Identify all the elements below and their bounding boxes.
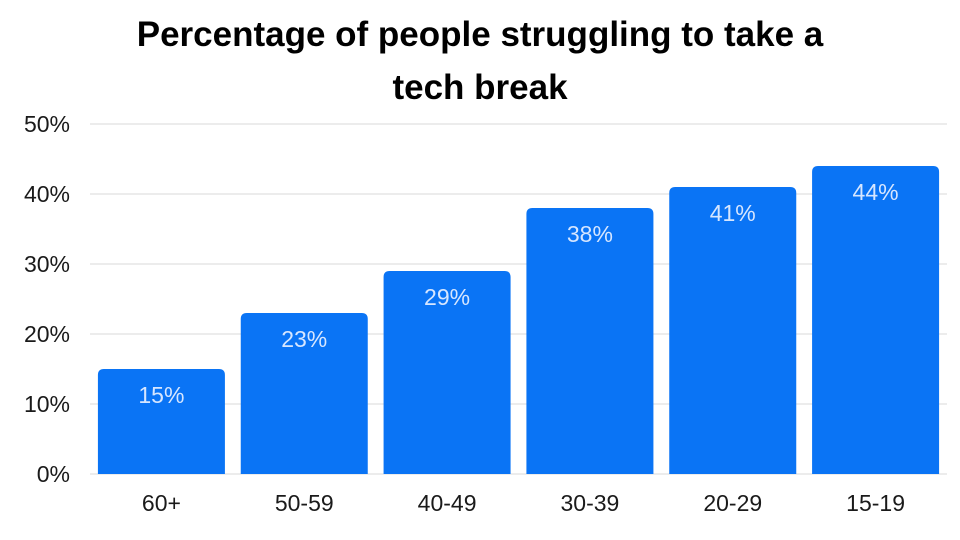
y-tick-label: 30% (24, 251, 70, 277)
bar-30-39 (526, 208, 654, 474)
chart-title: Percentage of people struggling to take … (137, 15, 824, 107)
x-tick-label: 40-49 (418, 490, 477, 516)
bar-value-label: 44% (853, 179, 899, 205)
bar-60+ (97, 369, 225, 474)
chart-title-line-1: Percentage of people struggling to take … (137, 15, 824, 54)
gridlines (90, 123, 947, 475)
x-tick-label: 30-39 (561, 490, 620, 516)
bar-50-59 (240, 313, 368, 474)
y-tick-label: 10% (24, 391, 70, 417)
chart-title-line-2: tech break (392, 68, 568, 107)
x-tick-label: 50-59 (275, 490, 334, 516)
y-tick-label: 20% (24, 321, 70, 347)
bar-value-label: 29% (424, 284, 470, 310)
y-tick-label: 0% (37, 461, 70, 487)
bar-value-label: 41% (710, 200, 756, 226)
x-tick-label: 20-29 (703, 490, 762, 516)
bar-value-label: 15% (138, 382, 184, 408)
bar-value-label: 38% (567, 221, 613, 247)
bar-value-labels: 15% 23% 29% 38% 41% 44% (138, 179, 898, 408)
y-axis-ticks: 0% 10% 20% 30% 40% 50% (24, 111, 70, 487)
x-tick-label: 15-19 (846, 490, 905, 516)
bars (97, 166, 940, 474)
bar-20-29 (669, 187, 797, 474)
y-tick-label: 50% (24, 111, 70, 137)
x-tick-label: 60+ (142, 490, 181, 516)
y-tick-label: 40% (24, 181, 70, 207)
bar-40-49 (383, 271, 511, 474)
x-axis-ticks: 60+ 50-59 40-49 30-39 20-29 15-19 (142, 490, 905, 516)
bar-value-label: 23% (281, 326, 327, 352)
bar-15-19 (812, 166, 940, 474)
